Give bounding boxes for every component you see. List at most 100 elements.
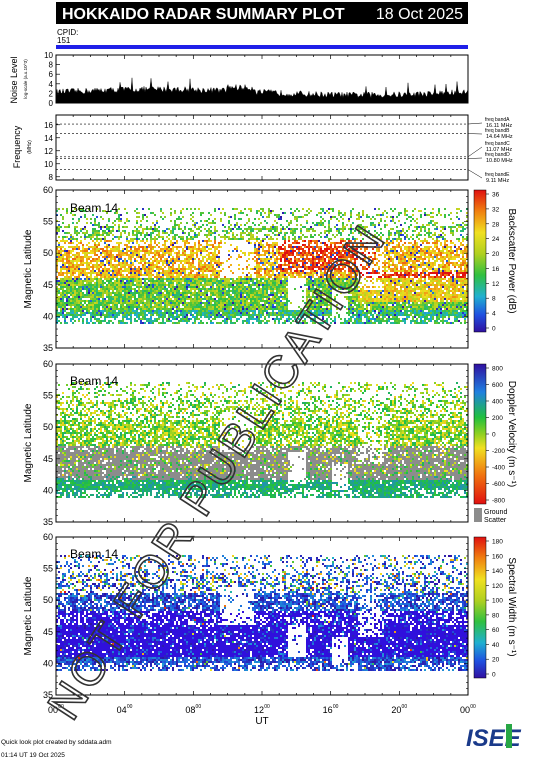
isee-logo: ISEE bbox=[466, 724, 522, 752]
time-tick-sup: 00 bbox=[333, 704, 339, 710]
colorbar-tick-label: 60 bbox=[492, 627, 500, 634]
lat-tick-label: 50 bbox=[43, 422, 53, 432]
freq-band-value: 11.07 MHz bbox=[486, 147, 512, 153]
freq-band-value: 16.11 MHz bbox=[486, 123, 512, 129]
lat-tick-label: 60 bbox=[43, 185, 53, 195]
time-tick-sup: 00 bbox=[402, 704, 408, 710]
footer-credit: Quick look plot created by sddata.adm bbox=[1, 739, 112, 746]
plot-date: 18 Oct 2025 bbox=[376, 6, 463, 23]
freq-band-name: freq bandD bbox=[485, 152, 510, 158]
freq-band-name: freq bandB bbox=[485, 128, 510, 134]
cpid-bar bbox=[56, 45, 468, 49]
lat-tick-label: 55 bbox=[43, 564, 53, 574]
lat-tick-label: 35 bbox=[43, 517, 53, 527]
freq-tick-label: 14 bbox=[44, 134, 53, 143]
lat-tick-label: 40 bbox=[43, 311, 53, 321]
time-tick-label: 00 bbox=[460, 705, 470, 715]
time-axis: 00 00 04 00 08 00 12 00 16 00 20 00 00 00 bbox=[48, 55, 476, 715]
colorbar-tick-label: 80 bbox=[492, 612, 500, 619]
time-tick-sup: 00 bbox=[470, 704, 476, 710]
colorbar-tick-label: 400 bbox=[492, 399, 503, 406]
ground-scatter-label-line2: Scatter bbox=[484, 517, 507, 524]
velocity-colorbar bbox=[473, 363, 487, 505]
lat-tick-label: 40 bbox=[43, 485, 53, 495]
noise-series bbox=[55, 77, 469, 104]
colorbar-tick-label: 4 bbox=[492, 311, 496, 318]
ground-scatter-label-line1: Ground bbox=[484, 509, 507, 516]
power-colorbar-label: Backscatter Power (dB) bbox=[506, 208, 517, 313]
colorbar-tick-label: 140 bbox=[492, 568, 503, 575]
time-tick-label: 20 bbox=[391, 705, 401, 715]
colorbar-tick-label: 20 bbox=[492, 657, 500, 664]
time-tick-label: 00 bbox=[48, 705, 58, 715]
header-bar bbox=[56, 2, 468, 24]
time-tick-label: 04 bbox=[117, 705, 127, 715]
freq-band-name: freq bandC bbox=[485, 141, 510, 147]
lat-tick-label: 55 bbox=[43, 217, 53, 227]
time-tick-sup: 00 bbox=[264, 704, 270, 710]
power-beam-label: Beam 14 bbox=[70, 201, 118, 215]
lat-tick-label: 55 bbox=[43, 391, 53, 401]
velocity-panel: 35 40 45 50 55 60 Beam 14 Magnetic Latitude 8… bbox=[23, 359, 517, 527]
width-panel: 35 40 45 50 55 60 Beam 14 Magnetic Latitude 1… bbox=[23, 532, 517, 700]
time-tick-sup: 00 bbox=[58, 704, 64, 710]
freq-tick-label: 16 bbox=[44, 121, 53, 130]
lat-tick-label: 40 bbox=[43, 658, 53, 668]
velocity-colorbar-label: Doppler Velocity (m s⁻¹) bbox=[506, 381, 517, 487]
lat-tick-label: 50 bbox=[43, 248, 53, 258]
colorbar-tick-label: 36 bbox=[492, 192, 500, 199]
freq-band-value: 9.11 MHz bbox=[486, 178, 509, 184]
lat-tick-label: 45 bbox=[43, 454, 53, 464]
frequency-ylabel-unit: (MHz) bbox=[27, 140, 33, 154]
width-ylabel: Magnetic Latitude bbox=[23, 576, 34, 655]
colorbar-tick-label: 200 bbox=[492, 415, 503, 422]
time-tick-label: 08 bbox=[185, 705, 195, 715]
velocity-ylabel: Magnetic Latitude bbox=[23, 403, 34, 482]
width-colorbar bbox=[473, 536, 487, 679]
colorbar-tick-label: 100 bbox=[492, 598, 503, 605]
colorbar-tick-label: 40 bbox=[492, 642, 500, 649]
time-tick-label: 12 bbox=[254, 705, 264, 715]
colorbar-tick-label: 8 bbox=[492, 296, 496, 303]
power-ylabel: Magnetic Latitude bbox=[23, 229, 34, 308]
noise-tick-label: 2 bbox=[49, 89, 54, 98]
colorbar-tick-label: 24 bbox=[492, 236, 500, 243]
colorbar-tick-label: -400 bbox=[492, 465, 505, 472]
noise-tick-label: 10 bbox=[44, 51, 53, 60]
plot-title: HOKKAIDO RADAR SUMMARY PLOT bbox=[62, 6, 345, 23]
noise-trace bbox=[55, 77, 469, 104]
lat-tick-label: 35 bbox=[43, 343, 53, 353]
lat-tick-label: 45 bbox=[43, 280, 53, 290]
lat-tick-label: 60 bbox=[43, 359, 53, 369]
time-axis-label: UT bbox=[255, 716, 268, 727]
width-colorbar-label: Spectral Width (m s⁻¹) bbox=[506, 557, 517, 656]
velocity-beam-label: Beam 14 bbox=[70, 374, 118, 388]
colorbar-tick-label: 180 bbox=[492, 539, 503, 546]
colorbar-tick-label: 0 bbox=[492, 672, 496, 679]
ground-scatter-swatch bbox=[474, 508, 482, 522]
footer-timestamp: 01:14 UT 19 Oct 2025 bbox=[1, 752, 65, 759]
freq-band-name: freq bandA bbox=[485, 117, 510, 123]
power-colorbar bbox=[473, 189, 487, 333]
frequency-ylabel: Frequency bbox=[12, 125, 22, 168]
freq-band-value: 14.64 MHz bbox=[486, 134, 513, 140]
noise-ylabel: Noise Level bbox=[9, 56, 19, 103]
colorbar-tick-label: -200 bbox=[492, 448, 505, 455]
freq-tick-label: 12 bbox=[44, 147, 53, 156]
isee-logo-text: ISEE bbox=[466, 725, 522, 752]
noise-tick-label: 6 bbox=[49, 70, 54, 79]
colorbar-tick-label: 120 bbox=[492, 583, 503, 590]
time-tick-label: 16 bbox=[323, 705, 333, 715]
colorbar-tick-label: 0 bbox=[492, 326, 496, 333]
lat-tick-label: 45 bbox=[43, 627, 53, 637]
colorbar-tick-label: 800 bbox=[492, 366, 503, 373]
time-tick-sup: 00 bbox=[196, 704, 202, 710]
colorbar-tick-label: -600 bbox=[492, 481, 505, 488]
colorbar-tick-label: 0 bbox=[492, 432, 496, 439]
lat-tick-label: 35 bbox=[43, 690, 53, 700]
colorbar-tick-label: 160 bbox=[492, 553, 503, 560]
noise-ylabel-sub: log-scale (a.u.10^3) bbox=[23, 59, 28, 99]
colorbar-tick-label: 600 bbox=[492, 382, 503, 389]
